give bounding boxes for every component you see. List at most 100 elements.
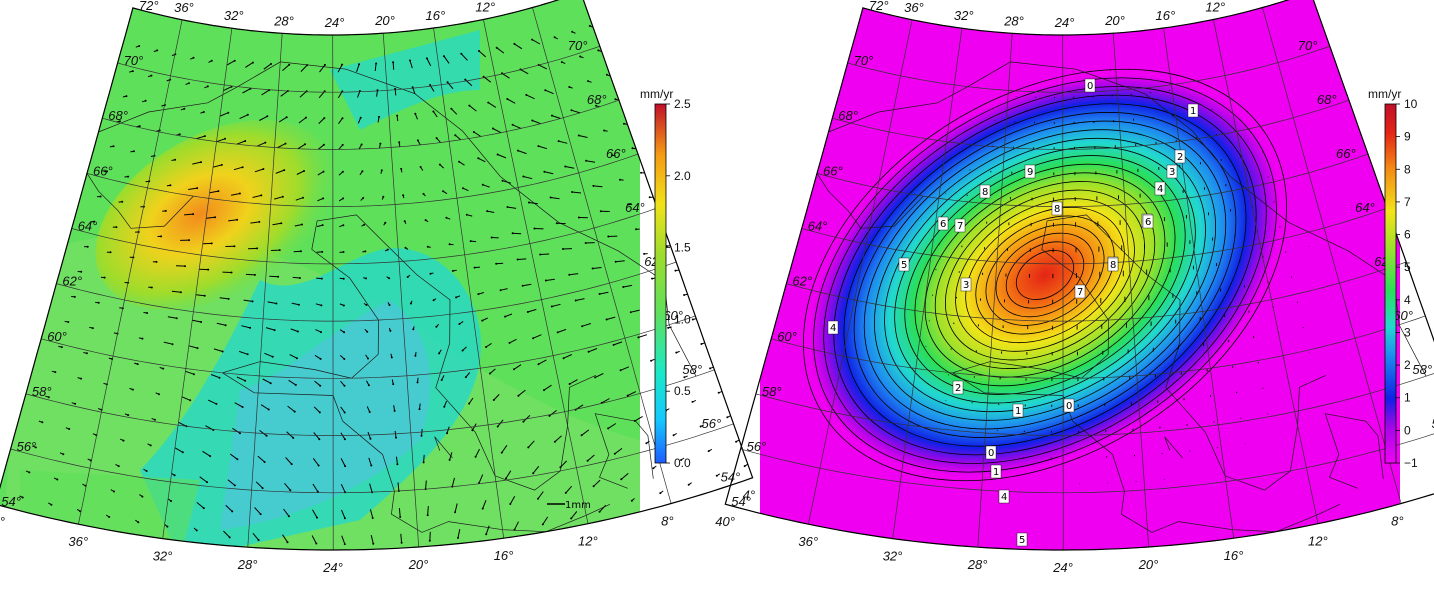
velocity-arrow	[269, 275, 279, 278]
arrow-head	[371, 517, 374, 519]
arrow-head	[506, 206, 509, 208]
lon-label-top: 40°	[855, 0, 875, 3]
arrow-head	[570, 109, 573, 112]
arrow-head	[560, 61, 563, 64]
arrow-head	[174, 158, 177, 161]
velocity-arrow	[295, 197, 304, 201]
arrow-head	[598, 510, 601, 513]
lat-label-right: 66°	[93, 163, 113, 178]
lon-label-bottom: 36°	[68, 534, 88, 549]
arrow-head	[372, 542, 375, 545]
contour-line	[955, 198, 1135, 352]
velocity-arrow	[426, 58, 432, 67]
arrow-head	[651, 277, 654, 280]
colorbar-gradient	[1384, 103, 1397, 464]
arrow-head	[672, 434, 675, 437]
arrow-head	[468, 104, 471, 107]
arrow-head	[619, 369, 622, 372]
arrow-head	[455, 296, 458, 299]
velocity-arrow	[544, 171, 554, 175]
velocity-arrow	[202, 450, 211, 457]
velocity-arrow	[338, 117, 343, 124]
lat-label-left: 54°	[721, 470, 741, 485]
svg-text:4: 4	[1001, 492, 1007, 503]
arrow-head	[551, 114, 553, 117]
lat-label-right: 58°	[762, 384, 782, 399]
lon-label-bottom: 12°	[1308, 534, 1328, 549]
arrow-head	[269, 382, 272, 385]
lon-label-bottom: 28°	[237, 557, 258, 572]
arrow-head	[93, 220, 96, 223]
svg-text:5: 5	[1019, 535, 1025, 546]
lat-label-right: 56°	[747, 439, 767, 454]
arrow-head	[210, 242, 213, 245]
arrow-head	[343, 358, 346, 360]
contour-label: 0	[1063, 398, 1075, 413]
arrow-head	[607, 235, 610, 238]
contour-label: 4	[1154, 181, 1166, 196]
arrow-head	[691, 400, 694, 403]
velocity-arrow	[489, 368, 496, 374]
arrow-head	[305, 116, 307, 119]
arrow-head	[531, 119, 534, 122]
velocity-arrow	[549, 410, 557, 417]
arrow-head	[568, 383, 571, 385]
arrow-head	[425, 57, 428, 60]
arrow-head	[251, 300, 254, 303]
arrow-head	[418, 408, 421, 411]
arrow-head	[315, 542, 318, 545]
parallel	[755, 373, 1434, 436]
arrow-head	[717, 391, 720, 394]
velocity-arrow	[311, 535, 317, 544]
parallel	[86, 153, 639, 208]
contour-label: 5	[1016, 532, 1028, 547]
arrow-head	[103, 276, 106, 279]
arrow-head	[489, 372, 491, 375]
arrow-head	[141, 337, 144, 340]
arrow-head	[543, 170, 546, 173]
arrow-head	[287, 515, 290, 518]
velocity-arrow	[582, 323, 591, 327]
arrow-head	[544, 279, 547, 282]
arrow-head	[458, 160, 461, 163]
velocity-arrow	[356, 64, 360, 72]
velocity-arrow	[167, 316, 177, 319]
arrow-head	[322, 197, 325, 200]
velocity-arrow	[216, 322, 226, 326]
arrow-head	[448, 458, 451, 461]
velocity-arrow	[594, 373, 604, 378]
velocity-arrow	[526, 94, 535, 100]
arrow-head	[74, 402, 77, 405]
velocity-arrow	[196, 502, 205, 509]
contour-label: 9	[1024, 164, 1036, 179]
velocity-arrow	[340, 380, 345, 387]
velocity-arrow	[409, 60, 413, 69]
velocity-arrow	[497, 154, 507, 159]
arrow-head	[341, 143, 344, 146]
arrow-head	[285, 116, 288, 119]
lat-label-right: 68°	[838, 108, 858, 123]
svg-text:0: 0	[988, 448, 994, 459]
lat-label-right: 70°	[854, 53, 874, 68]
arrow-head	[652, 467, 655, 470]
arrow-head	[233, 59, 236, 62]
velocity-arrow	[317, 171, 324, 176]
contour-label: 5	[898, 257, 910, 272]
arrow-head	[227, 297, 230, 300]
arrow-head	[402, 194, 405, 197]
velocity-arrow	[288, 379, 297, 386]
arrow-head	[293, 410, 296, 413]
colorbar-tick-label: 6	[1404, 228, 1411, 242]
arrow-head	[613, 452, 616, 455]
arrow-head	[400, 541, 403, 544]
svg-text:1: 1	[1190, 106, 1196, 117]
velocity-arrow	[560, 460, 568, 468]
velocity-arrow	[542, 516, 549, 525]
lat-label-left: 68°	[587, 92, 607, 107]
arrow-head	[707, 450, 710, 453]
arrow-head	[50, 503, 53, 506]
arrow-head	[440, 379, 443, 381]
lat-label-left: 64°	[1355, 200, 1375, 215]
velocity-arrow	[543, 384, 552, 391]
